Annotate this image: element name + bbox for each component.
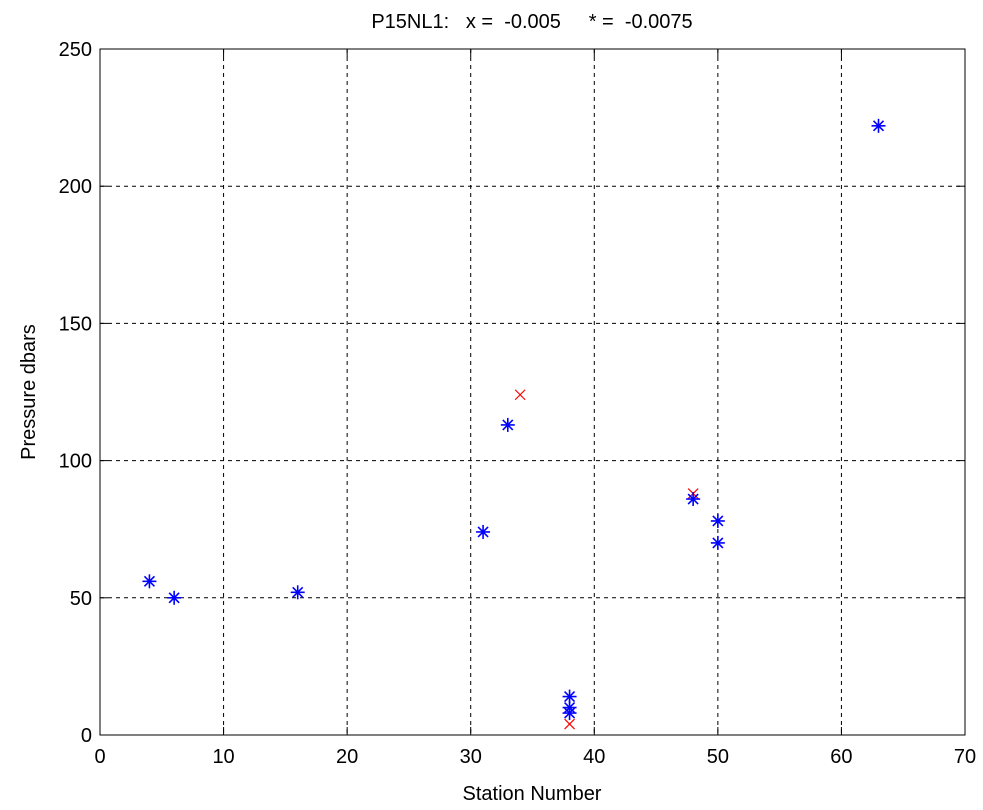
y-tick-label: 100 xyxy=(59,451,92,473)
star-marker-point xyxy=(686,492,701,507)
star-marker-point xyxy=(710,535,725,550)
y-axis-label: Pressure dbars xyxy=(18,324,40,460)
star-marker-stroke xyxy=(292,586,304,598)
star-marker-point xyxy=(167,590,182,605)
star-marker-stroke xyxy=(564,691,576,703)
star-marker-stroke xyxy=(872,120,885,132)
x-marker-stroke xyxy=(564,718,575,730)
chart-title: P15NL1: x = -0.005 * = -0.0075 xyxy=(371,11,692,33)
star-marker-stroke xyxy=(477,526,489,538)
star-marker-point xyxy=(500,417,515,432)
x-tick-label: 40 xyxy=(583,746,605,768)
axis-ticks: 0 10 20 30 40 50 60 70 0 50 100 150 200 250 xyxy=(59,39,977,768)
data-points xyxy=(142,118,886,730)
x-marker-stroke xyxy=(514,389,526,401)
star-marker-stroke xyxy=(687,493,699,505)
star-marker-stroke xyxy=(168,592,180,604)
y-tick-label: 150 xyxy=(59,313,92,335)
x-tick-label: 60 xyxy=(830,746,852,768)
star-marker-point xyxy=(290,585,305,600)
star-marker-stroke xyxy=(502,419,514,431)
x-tick-label: 20 xyxy=(336,746,358,768)
star-marker-point xyxy=(562,706,577,721)
star-marker-point xyxy=(871,118,886,133)
star-marker-stroke xyxy=(712,537,724,549)
star-marker-stroke xyxy=(712,515,724,527)
x-marker-point xyxy=(564,718,575,730)
star-marker-point xyxy=(710,513,725,528)
plot-area-frame xyxy=(99,48,966,736)
y-tick-label: 200 xyxy=(59,176,92,198)
star-marker-stroke xyxy=(143,575,155,587)
x-marker-point xyxy=(514,389,526,401)
star-marker-stroke xyxy=(564,707,576,719)
grid-lines xyxy=(100,49,965,735)
star-marker-point xyxy=(142,574,157,589)
x-tick-label: 70 xyxy=(954,746,976,768)
y-tick-label: 250 xyxy=(59,39,92,61)
x-tick-label: 0 xyxy=(94,746,105,768)
y-tick-label: 0 xyxy=(81,725,92,747)
x-axis-label: Station Number xyxy=(463,783,602,805)
x-tick-label: 50 xyxy=(707,746,729,768)
x-tick-label: 10 xyxy=(212,746,234,768)
x-tick-label: 30 xyxy=(460,746,482,768)
y-tick-label: 50 xyxy=(70,588,92,610)
star-marker-point xyxy=(476,524,491,539)
